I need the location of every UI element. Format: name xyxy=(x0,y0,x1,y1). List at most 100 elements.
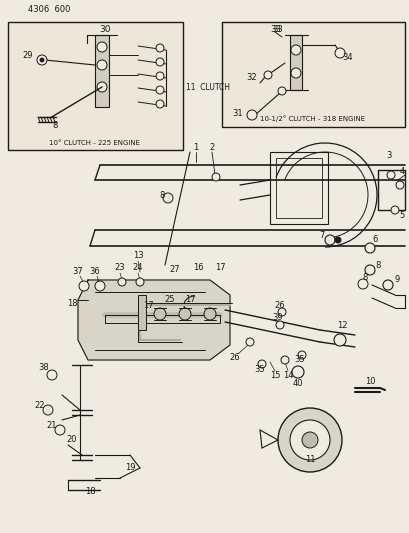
Circle shape xyxy=(257,360,265,368)
Text: 17: 17 xyxy=(184,295,195,304)
Text: 34: 34 xyxy=(342,52,353,61)
Circle shape xyxy=(333,334,345,346)
Circle shape xyxy=(118,278,126,286)
Circle shape xyxy=(136,278,144,286)
Circle shape xyxy=(297,351,305,359)
Text: 16: 16 xyxy=(192,263,203,272)
Circle shape xyxy=(277,408,341,472)
Circle shape xyxy=(55,425,65,435)
Text: 39: 39 xyxy=(272,313,283,322)
Text: 14: 14 xyxy=(282,370,292,379)
Text: 35: 35 xyxy=(294,356,305,365)
Text: 29: 29 xyxy=(22,51,33,60)
Text: 38: 38 xyxy=(38,364,49,373)
Text: 18: 18 xyxy=(85,488,95,497)
Circle shape xyxy=(79,281,89,291)
Circle shape xyxy=(275,321,283,329)
Circle shape xyxy=(47,370,57,380)
Text: 33: 33 xyxy=(272,26,283,35)
Circle shape xyxy=(364,243,374,253)
Text: 4: 4 xyxy=(398,167,404,176)
Circle shape xyxy=(364,265,374,275)
Text: 1: 1 xyxy=(193,143,198,152)
Text: 37: 37 xyxy=(72,266,83,276)
Polygon shape xyxy=(78,280,229,360)
Text: 21: 21 xyxy=(47,421,57,430)
Text: 24: 24 xyxy=(133,263,143,272)
Circle shape xyxy=(290,68,300,78)
Circle shape xyxy=(204,308,216,320)
Circle shape xyxy=(155,44,164,52)
Circle shape xyxy=(95,281,105,291)
Text: 17: 17 xyxy=(142,301,153,310)
Text: 17: 17 xyxy=(214,263,225,272)
Circle shape xyxy=(263,71,271,79)
Circle shape xyxy=(179,308,191,320)
Bar xyxy=(270,152,327,224)
Text: 26: 26 xyxy=(274,301,285,310)
Circle shape xyxy=(246,110,256,120)
Text: 9: 9 xyxy=(393,276,399,285)
Circle shape xyxy=(37,55,47,65)
Text: 8: 8 xyxy=(362,273,367,282)
Text: 8: 8 xyxy=(374,261,380,270)
Text: 11  CLUTCH: 11 CLUTCH xyxy=(186,84,229,93)
Text: 18: 18 xyxy=(67,298,77,308)
Circle shape xyxy=(334,48,344,58)
Text: 22: 22 xyxy=(35,400,45,409)
Bar xyxy=(221,22,404,127)
Circle shape xyxy=(395,181,403,189)
Bar xyxy=(289,35,301,90)
Text: 15: 15 xyxy=(269,370,280,379)
Text: 30: 30 xyxy=(99,26,110,35)
Bar xyxy=(95,35,109,107)
Text: 32: 32 xyxy=(246,72,257,82)
Circle shape xyxy=(290,45,300,55)
Text: 36: 36 xyxy=(90,266,100,276)
Circle shape xyxy=(155,72,164,80)
Text: 31: 31 xyxy=(232,109,243,117)
Circle shape xyxy=(277,308,285,316)
Bar xyxy=(8,22,182,150)
Circle shape xyxy=(289,420,329,460)
Circle shape xyxy=(386,171,394,179)
Text: 8: 8 xyxy=(159,190,164,199)
Circle shape xyxy=(382,280,392,290)
Text: 23: 23 xyxy=(115,263,125,272)
Circle shape xyxy=(245,338,254,346)
Circle shape xyxy=(211,173,220,181)
Text: 10° CLUTCH - 225 ENGINE: 10° CLUTCH - 225 ENGINE xyxy=(49,140,140,146)
Circle shape xyxy=(163,193,173,203)
Text: 2: 2 xyxy=(209,143,214,152)
Text: 4306  600: 4306 600 xyxy=(28,4,70,13)
Circle shape xyxy=(155,100,164,108)
Text: 7: 7 xyxy=(319,230,324,239)
Circle shape xyxy=(334,237,340,243)
Text: 20: 20 xyxy=(67,435,77,445)
Text: 12: 12 xyxy=(336,320,346,329)
Text: 26: 26 xyxy=(229,353,240,362)
Circle shape xyxy=(390,206,398,214)
Text: 13: 13 xyxy=(133,252,143,261)
Circle shape xyxy=(291,366,303,378)
Text: 25: 25 xyxy=(164,295,175,304)
Circle shape xyxy=(324,235,334,245)
Text: 19: 19 xyxy=(124,464,135,472)
Circle shape xyxy=(40,58,44,62)
Circle shape xyxy=(155,58,164,66)
Text: 6: 6 xyxy=(371,236,377,245)
Circle shape xyxy=(97,82,107,92)
Circle shape xyxy=(280,356,288,364)
Text: 8: 8 xyxy=(52,122,58,131)
Circle shape xyxy=(357,279,367,289)
Text: 33: 33 xyxy=(270,26,281,35)
Circle shape xyxy=(154,308,166,320)
Circle shape xyxy=(97,42,107,52)
Text: 27: 27 xyxy=(169,265,180,274)
Circle shape xyxy=(155,86,164,94)
Text: 10: 10 xyxy=(364,377,374,386)
Text: 40: 40 xyxy=(292,378,303,387)
Bar xyxy=(275,158,321,218)
Circle shape xyxy=(277,87,285,95)
Bar xyxy=(138,295,146,330)
